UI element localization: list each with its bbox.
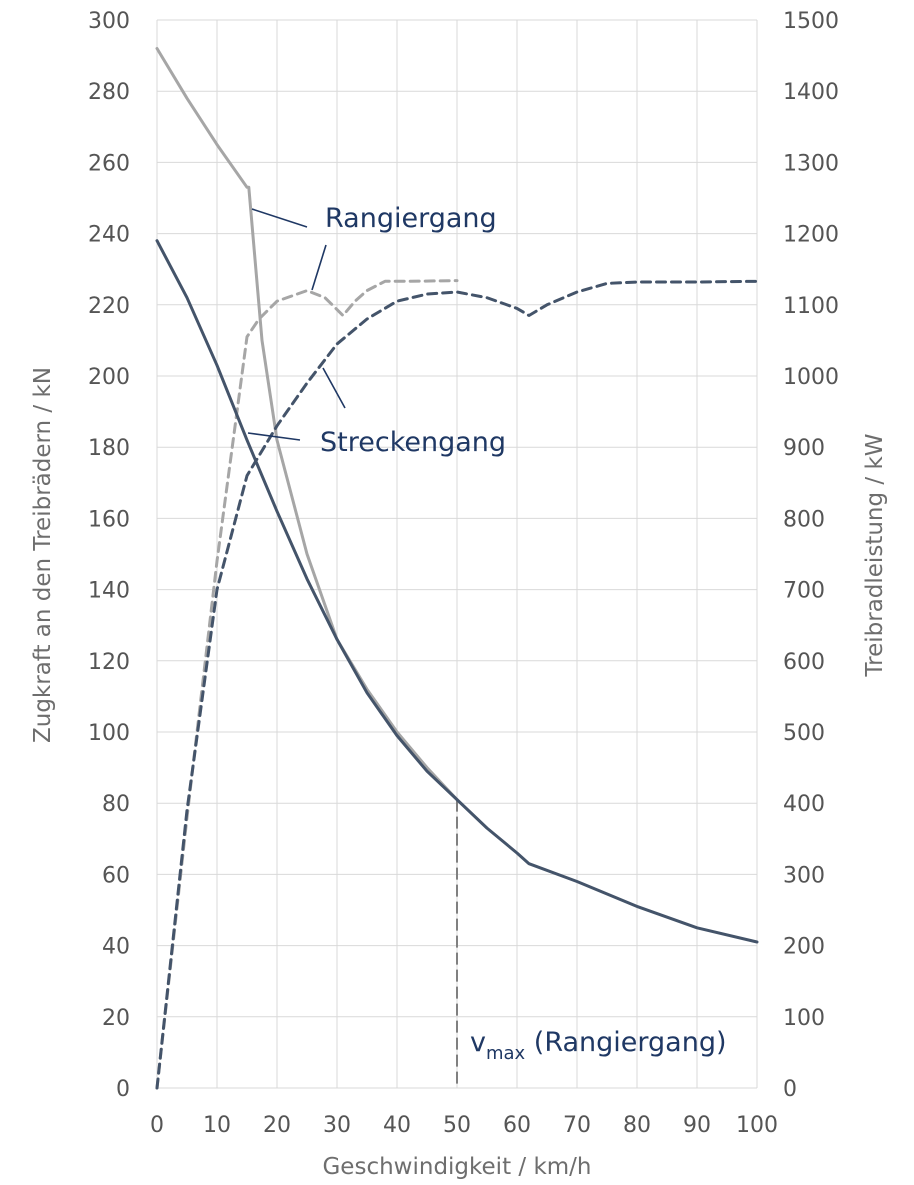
y-right-tick-label: 700 [783,579,825,604]
streckengang-power-line [155,279,759,1090]
annotation-vmax: vmax (Rangiergang) [470,1027,727,1064]
y-right-tick-label: 1300 [783,151,839,176]
y-left-tick-label: 180 [88,436,130,461]
vmax-label: (Rangiergang) [525,1027,726,1058]
y-right-tick-label: 100 [783,1006,825,1031]
rangiergang-force-line [155,47,459,802]
rangiergang-leader-force [251,208,308,228]
streckengang-force-line [155,239,759,944]
y-right-tick-label: 300 [783,863,825,888]
y-right-tick-label: 1100 [783,294,839,319]
y-left-tick-label: 220 [88,294,130,319]
y-left-tick-label: 140 [88,579,130,604]
y-left-tick-label: 0 [116,1077,130,1102]
y-left-tick-label: 60 [102,863,130,888]
x-tick-label: 90 [683,1113,711,1138]
x-tick-label: 70 [563,1113,591,1138]
y-right-tick-labels: 0 100 200 300 400 500 600 700 800 900 1000 1100 1200… [783,9,839,1102]
x-axis-title: Geschwindigkeit / km/h [322,1154,591,1180]
y-right-tick-label: 1500 [783,9,839,34]
y-right-tick-label: 900 [783,436,825,461]
x-tick-label: 40 [383,1113,411,1138]
y-left-tick-label: 20 [102,1006,130,1031]
y-left-tick-label: 40 [102,935,130,960]
vmax-v: v [470,1027,486,1058]
x-tick-label: 60 [503,1113,531,1138]
y-right-tick-label: 800 [783,507,825,532]
y-left-tick-label: 240 [88,223,130,248]
y-right-tick-label: 1200 [783,223,839,248]
data-series [155,47,759,1090]
y-left-tick-label: 200 [88,365,130,390]
y-right-tick-label: 600 [783,650,825,675]
rangiergang-power-line [155,279,459,1090]
x-tick-label: 100 [736,1113,778,1138]
y-left-tick-label: 100 [88,721,130,746]
x-tick-label: 0 [150,1113,164,1138]
x-tick-label: 10 [203,1113,231,1138]
y-left-tick-label: 260 [88,151,130,176]
x-tick-labels: 0 10 20 30 40 50 60 70 80 90 100 [150,1113,778,1138]
x-tick-label: 20 [263,1113,291,1138]
x-tick-label: 30 [323,1113,351,1138]
x-tick-label: 80 [623,1113,651,1138]
y-right-tick-label: 1000 [783,365,839,390]
y-left-tick-label: 280 [88,80,130,105]
y-right-tick-label: 0 [783,1077,797,1102]
y-right-tick-label: 200 [783,935,825,960]
y-left-axis-title: Zugkraft an den Treibrädern / kN [30,367,56,743]
y-left-tick-label: 300 [88,9,130,34]
y-right-tick-label: 500 [783,721,825,746]
y-left-tick-label: 80 [102,792,130,817]
annotation-rangiergang: Rangiergang [325,203,497,234]
streckengang-leader-force [247,432,301,441]
streckengang-leader-power [322,367,346,409]
annotation-leaders [247,208,346,441]
annotation-streckengang: Streckengang [320,427,506,458]
vmax-subscript: max [486,1043,526,1064]
x-tick-label: 50 [443,1113,471,1138]
rangiergang-leader-power [311,244,327,291]
y-right-tick-label: 1400 [783,80,839,105]
y-right-tick-label: 400 [783,792,825,817]
y-left-tick-label: 160 [88,507,130,532]
y-left-tick-labels: 0 20 40 60 80 100 120 140 160 180 200 220 240 260 280 3… [88,9,130,1102]
y-left-tick-label: 120 [88,650,130,675]
y-right-axis-title: Treibradleistung / kW [862,433,888,677]
